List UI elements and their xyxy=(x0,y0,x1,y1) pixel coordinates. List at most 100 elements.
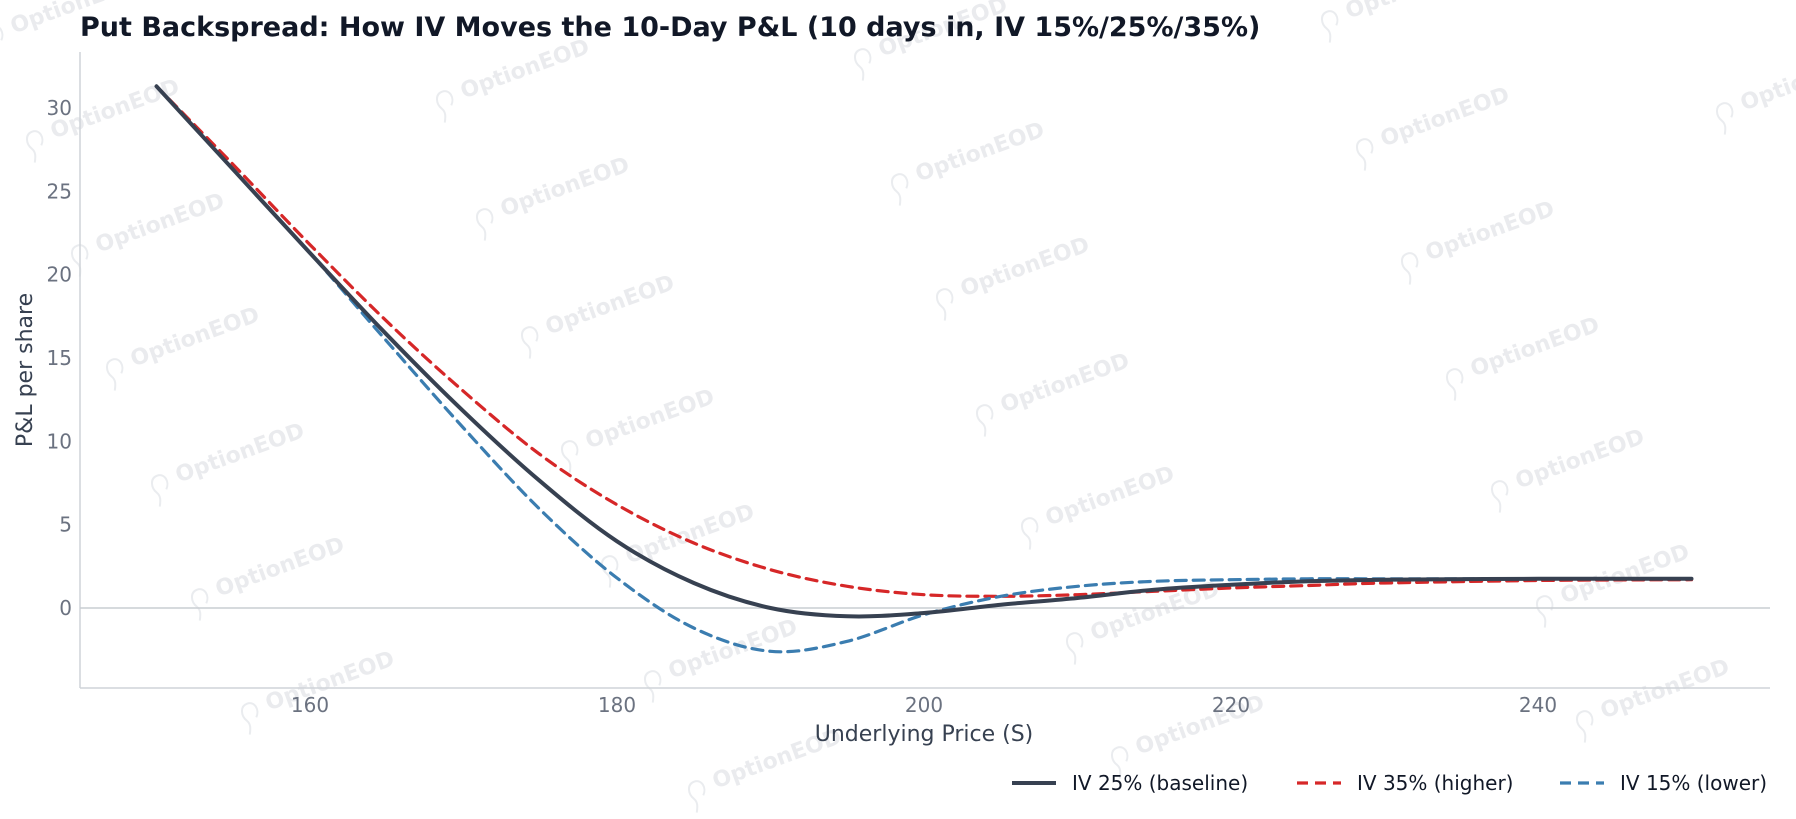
series-lines xyxy=(154,84,1694,654)
watermark-icon xyxy=(1715,102,1734,135)
watermark-text: OptionEOD xyxy=(1422,197,1558,267)
watermark: OptionEOD xyxy=(150,419,308,507)
y-tick-label: 0 xyxy=(59,596,72,620)
watermark: OptionEOD xyxy=(1535,540,1693,628)
watermark-text: OptionEOD xyxy=(212,533,348,603)
y-axis-label: P&L per share xyxy=(13,293,38,447)
watermark: OptionEOD xyxy=(1020,462,1178,550)
watermark-icon xyxy=(687,780,706,813)
legend-label: IV 35% (higher) xyxy=(1357,771,1513,795)
x-tick-label: 240 xyxy=(1519,693,1557,717)
watermark-icon xyxy=(560,440,579,473)
legend-item: IV 25% (baseline) xyxy=(1012,771,1248,795)
x-tick-label: 160 xyxy=(291,693,329,717)
watermark-icon xyxy=(1575,710,1594,743)
watermark-icon xyxy=(1490,480,1509,513)
watermark-icon xyxy=(105,358,124,391)
chart-title: Put Backspread: How IV Moves the 10-Day … xyxy=(80,12,1260,43)
y-tick-label: 5 xyxy=(59,513,72,537)
watermark-icon xyxy=(890,173,909,206)
watermark: OptionEOD xyxy=(435,35,593,123)
watermark: OptionEOD xyxy=(560,385,718,473)
watermark-text: OptionEOD xyxy=(457,35,593,105)
x-tick-labels: 160 180 200 220 240 xyxy=(291,693,1557,717)
watermark-text: OptionEOD xyxy=(542,271,678,341)
watermark-text: OptionEOD xyxy=(172,419,308,489)
watermark: OptionEOD xyxy=(890,118,1048,206)
watermark-icon xyxy=(1400,252,1419,285)
y-tick-label: 30 xyxy=(47,96,72,120)
watermark-icon xyxy=(1020,517,1039,550)
watermark: OptionEOD xyxy=(105,303,263,391)
watermark: OptionEOD xyxy=(935,233,1093,321)
watermark-icon xyxy=(643,670,662,703)
watermark-text: OptionEOD xyxy=(497,153,633,223)
watermark: OptionEOD xyxy=(475,153,633,241)
watermark-text: OptionEOD xyxy=(1512,425,1648,495)
watermark-icon xyxy=(25,130,44,163)
watermark-icon xyxy=(1535,595,1554,628)
watermark-icon xyxy=(435,90,454,123)
watermark-text: OptionEOD xyxy=(127,303,263,373)
y-tick-labels: 0 5 10 15 20 25 30 xyxy=(47,96,72,620)
watermark-text: OptionEOD xyxy=(1467,313,1603,383)
watermark-icon xyxy=(600,555,619,588)
watermark-text: OptionEOD xyxy=(1042,462,1178,532)
watermark-text: OptionEOD xyxy=(92,189,228,259)
y-tick-label: 15 xyxy=(47,346,72,370)
legend-label: IV 25% (baseline) xyxy=(1072,771,1248,795)
x-tick-label: 200 xyxy=(905,693,943,717)
watermark-icon xyxy=(1320,10,1339,43)
series-line-iv-35-higher xyxy=(154,84,1694,598)
watermark: OptionEOD xyxy=(1445,313,1603,401)
watermark-icon xyxy=(853,48,872,81)
legend: IV 25% (baseline) IV 35% (higher) IV 15% (… xyxy=(1012,771,1767,795)
watermark-icon xyxy=(975,404,994,437)
watermark-text: OptionEOD xyxy=(1377,83,1513,153)
watermark: OptionEOD xyxy=(643,615,801,703)
watermark-text: OptionEOD xyxy=(1597,655,1733,725)
watermark-text: OptionEOD xyxy=(997,349,1133,419)
watermark-icon xyxy=(190,588,209,621)
watermark-icon xyxy=(935,288,954,321)
watermark: OptionEOD xyxy=(1400,197,1558,285)
watermark-icon xyxy=(240,702,259,735)
legend-label: IV 15% (lower) xyxy=(1620,771,1767,795)
watermark: OptionEOD xyxy=(1575,655,1733,743)
series-line-iv-25-baseline xyxy=(154,84,1694,619)
watermark-text: OptionEOD xyxy=(1737,47,1796,117)
watermark-icon xyxy=(1065,632,1084,665)
x-tick-label: 220 xyxy=(1212,693,1250,717)
plot-area: 160 180 200 220 240 0 5 10 15 20 25 30 xyxy=(47,52,1770,717)
watermark-text: OptionEOD xyxy=(912,118,1048,188)
watermark-text: OptionEOD xyxy=(1342,0,1478,24)
legend-item: IV 35% (higher) xyxy=(1297,771,1513,795)
watermark: OptionEOD xyxy=(240,647,398,735)
y-tick-label: 10 xyxy=(47,429,72,453)
watermark-icon xyxy=(1355,138,1374,171)
y-tick-label: 25 xyxy=(47,179,72,203)
watermark-icon xyxy=(0,25,4,58)
watermark-text: OptionEOD xyxy=(262,647,398,717)
watermark: OptionEOD xyxy=(1490,425,1648,513)
watermark-text: OptionEOD xyxy=(1557,540,1693,610)
watermark-text: OptionEOD xyxy=(582,385,718,455)
watermark: OptionEOD xyxy=(1355,83,1513,171)
watermark-icon xyxy=(70,244,89,277)
watermark: OptionEOD xyxy=(1320,0,1478,43)
watermark: OptionEOD xyxy=(70,189,228,277)
watermark-icon xyxy=(1110,746,1129,779)
watermark: OptionEOD xyxy=(975,349,1133,437)
watermark-text: OptionEOD xyxy=(957,233,1093,303)
y-tick-label: 20 xyxy=(47,263,72,287)
watermark-icon xyxy=(150,474,169,507)
watermark-icon xyxy=(520,326,539,359)
watermark: OptionEOD xyxy=(1715,47,1796,135)
legend-item: IV 15% (lower) xyxy=(1560,771,1767,795)
watermark: OptionEOD xyxy=(520,271,678,359)
x-axis-label: Underlying Price (S) xyxy=(815,722,1034,747)
x-tick-label: 180 xyxy=(598,693,636,717)
watermark-icon xyxy=(475,208,494,241)
